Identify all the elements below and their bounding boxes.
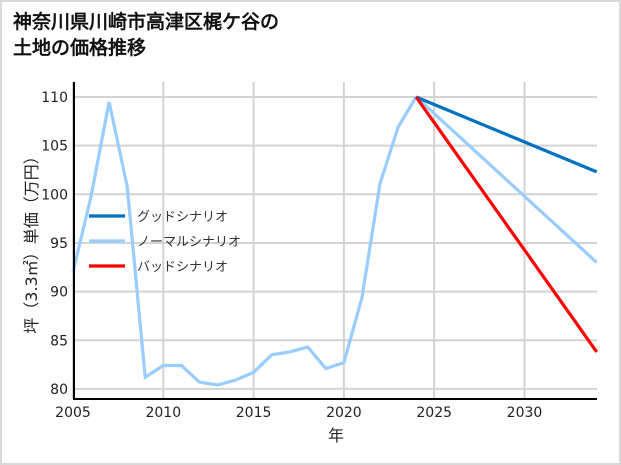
legend-label: バッドシナリオ: [137, 260, 228, 275]
y-tick-label: 100: [41, 187, 68, 203]
x-tick-label: 2005: [55, 405, 91, 421]
gridlines: [72, 82, 597, 399]
y-tick-label: 110: [41, 90, 68, 106]
series-line-2: [415, 95, 598, 264]
legend-label: グッドシナリオ: [137, 210, 228, 225]
chart-title-line1: 神奈川県川崎市高津区梶ケ谷の: [13, 11, 280, 33]
chart-title: 神奈川県川崎市高津区梶ケ谷の 土地の価格推移: [13, 9, 279, 61]
y-axis-label: 坪（3.3㎡）単価（万円）: [22, 148, 41, 333]
series-line-0: [71, 96, 418, 387]
x-axis-label: 年: [328, 426, 344, 445]
y-tick-label: 95: [50, 236, 68, 252]
y-tick-label: 90: [50, 285, 68, 301]
axes: [73, 82, 597, 400]
y-tick-labels: 80 85 90 95 100 105 110: [41, 90, 68, 398]
data-series: [71, 95, 599, 387]
x-tick-label: 2030: [507, 405, 543, 421]
chart-title-line2: 土地の価格推移: [13, 37, 147, 59]
x-tick-label: 2010: [145, 405, 181, 421]
series-line-1: [415, 95, 598, 174]
x-tick-label: 2015: [236, 405, 272, 421]
x-tick-label: 2025: [416, 405, 452, 421]
y-tick-label: 85: [50, 333, 68, 349]
y-tick-label: 105: [41, 139, 68, 155]
legend-label: ノーマルシナリオ: [137, 235, 241, 250]
series-line-3: [414, 96, 599, 353]
x-tick-label: 2020: [326, 405, 362, 421]
y-tick-label: 80: [50, 382, 68, 398]
x-tick-labels: 2005 2010 2015 2020 2025 2030: [55, 405, 542, 421]
